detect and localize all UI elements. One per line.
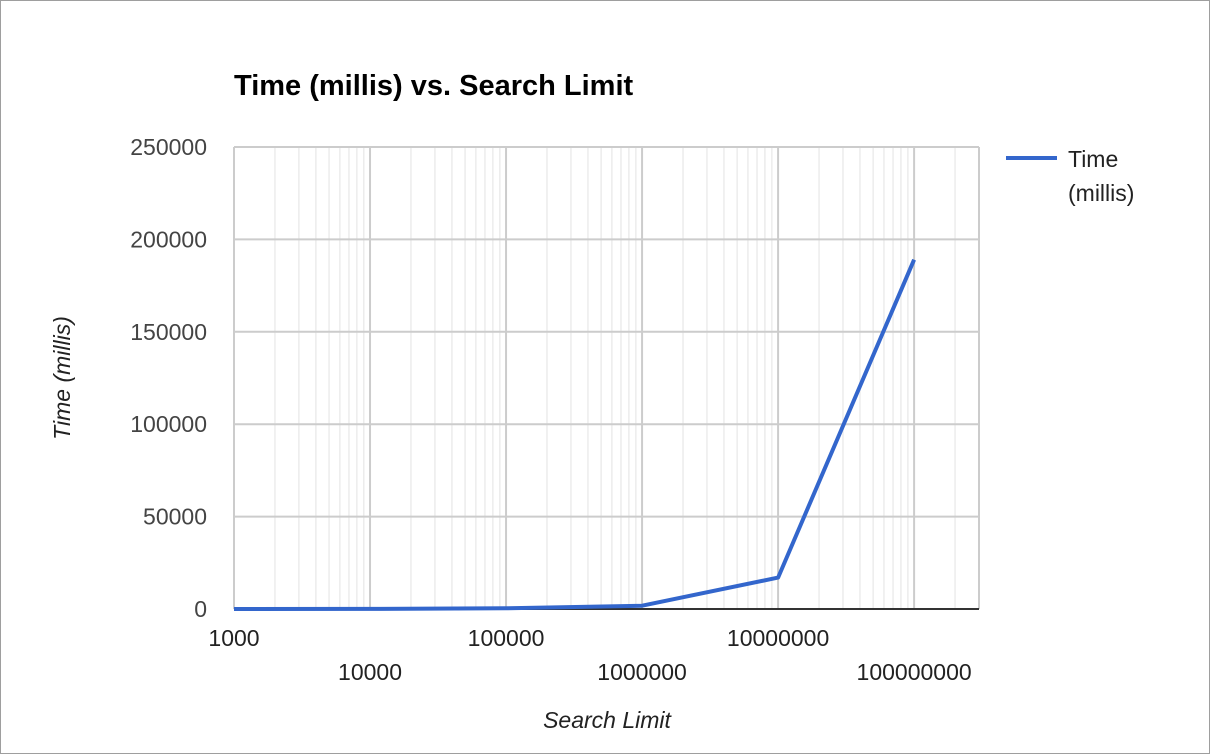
chart-title: Time (millis) vs. Search Limit [234,70,634,102]
series-line [233,258,916,611]
series-layer [233,258,916,611]
x-tick-label: 10000 [338,659,402,685]
y-axis-title: Time (millis) [49,316,75,440]
y-tick-label: 250000 [130,134,207,160]
x-axis-ticks: 1000 100000 10000000 10000 1000000 100000000 [208,625,971,685]
y-tick-label: 0 [194,596,207,622]
x-tick-label: 100000 [468,625,545,651]
legend: Time (millis) [1006,146,1134,206]
legend-label-line1: Time [1068,146,1118,172]
x-axis-title: Search Limit [543,707,672,733]
y-tick-label: 200000 [130,226,207,252]
y-axis-ticks: 0 50000 100000 150000 200000 250000 [130,134,207,622]
legend-label-line2: (millis) [1068,180,1134,206]
x-tick-label: 100000000 [857,659,972,685]
y-tick-label: 150000 [130,319,207,345]
x-tick-label: 1000000 [597,659,687,685]
x-tick-label: 10000000 [727,625,829,651]
y-tick-label: 50000 [143,504,207,530]
y-tick-label: 100000 [130,411,207,437]
x-tick-label: 1000 [208,625,259,651]
gridlines [233,146,980,610]
